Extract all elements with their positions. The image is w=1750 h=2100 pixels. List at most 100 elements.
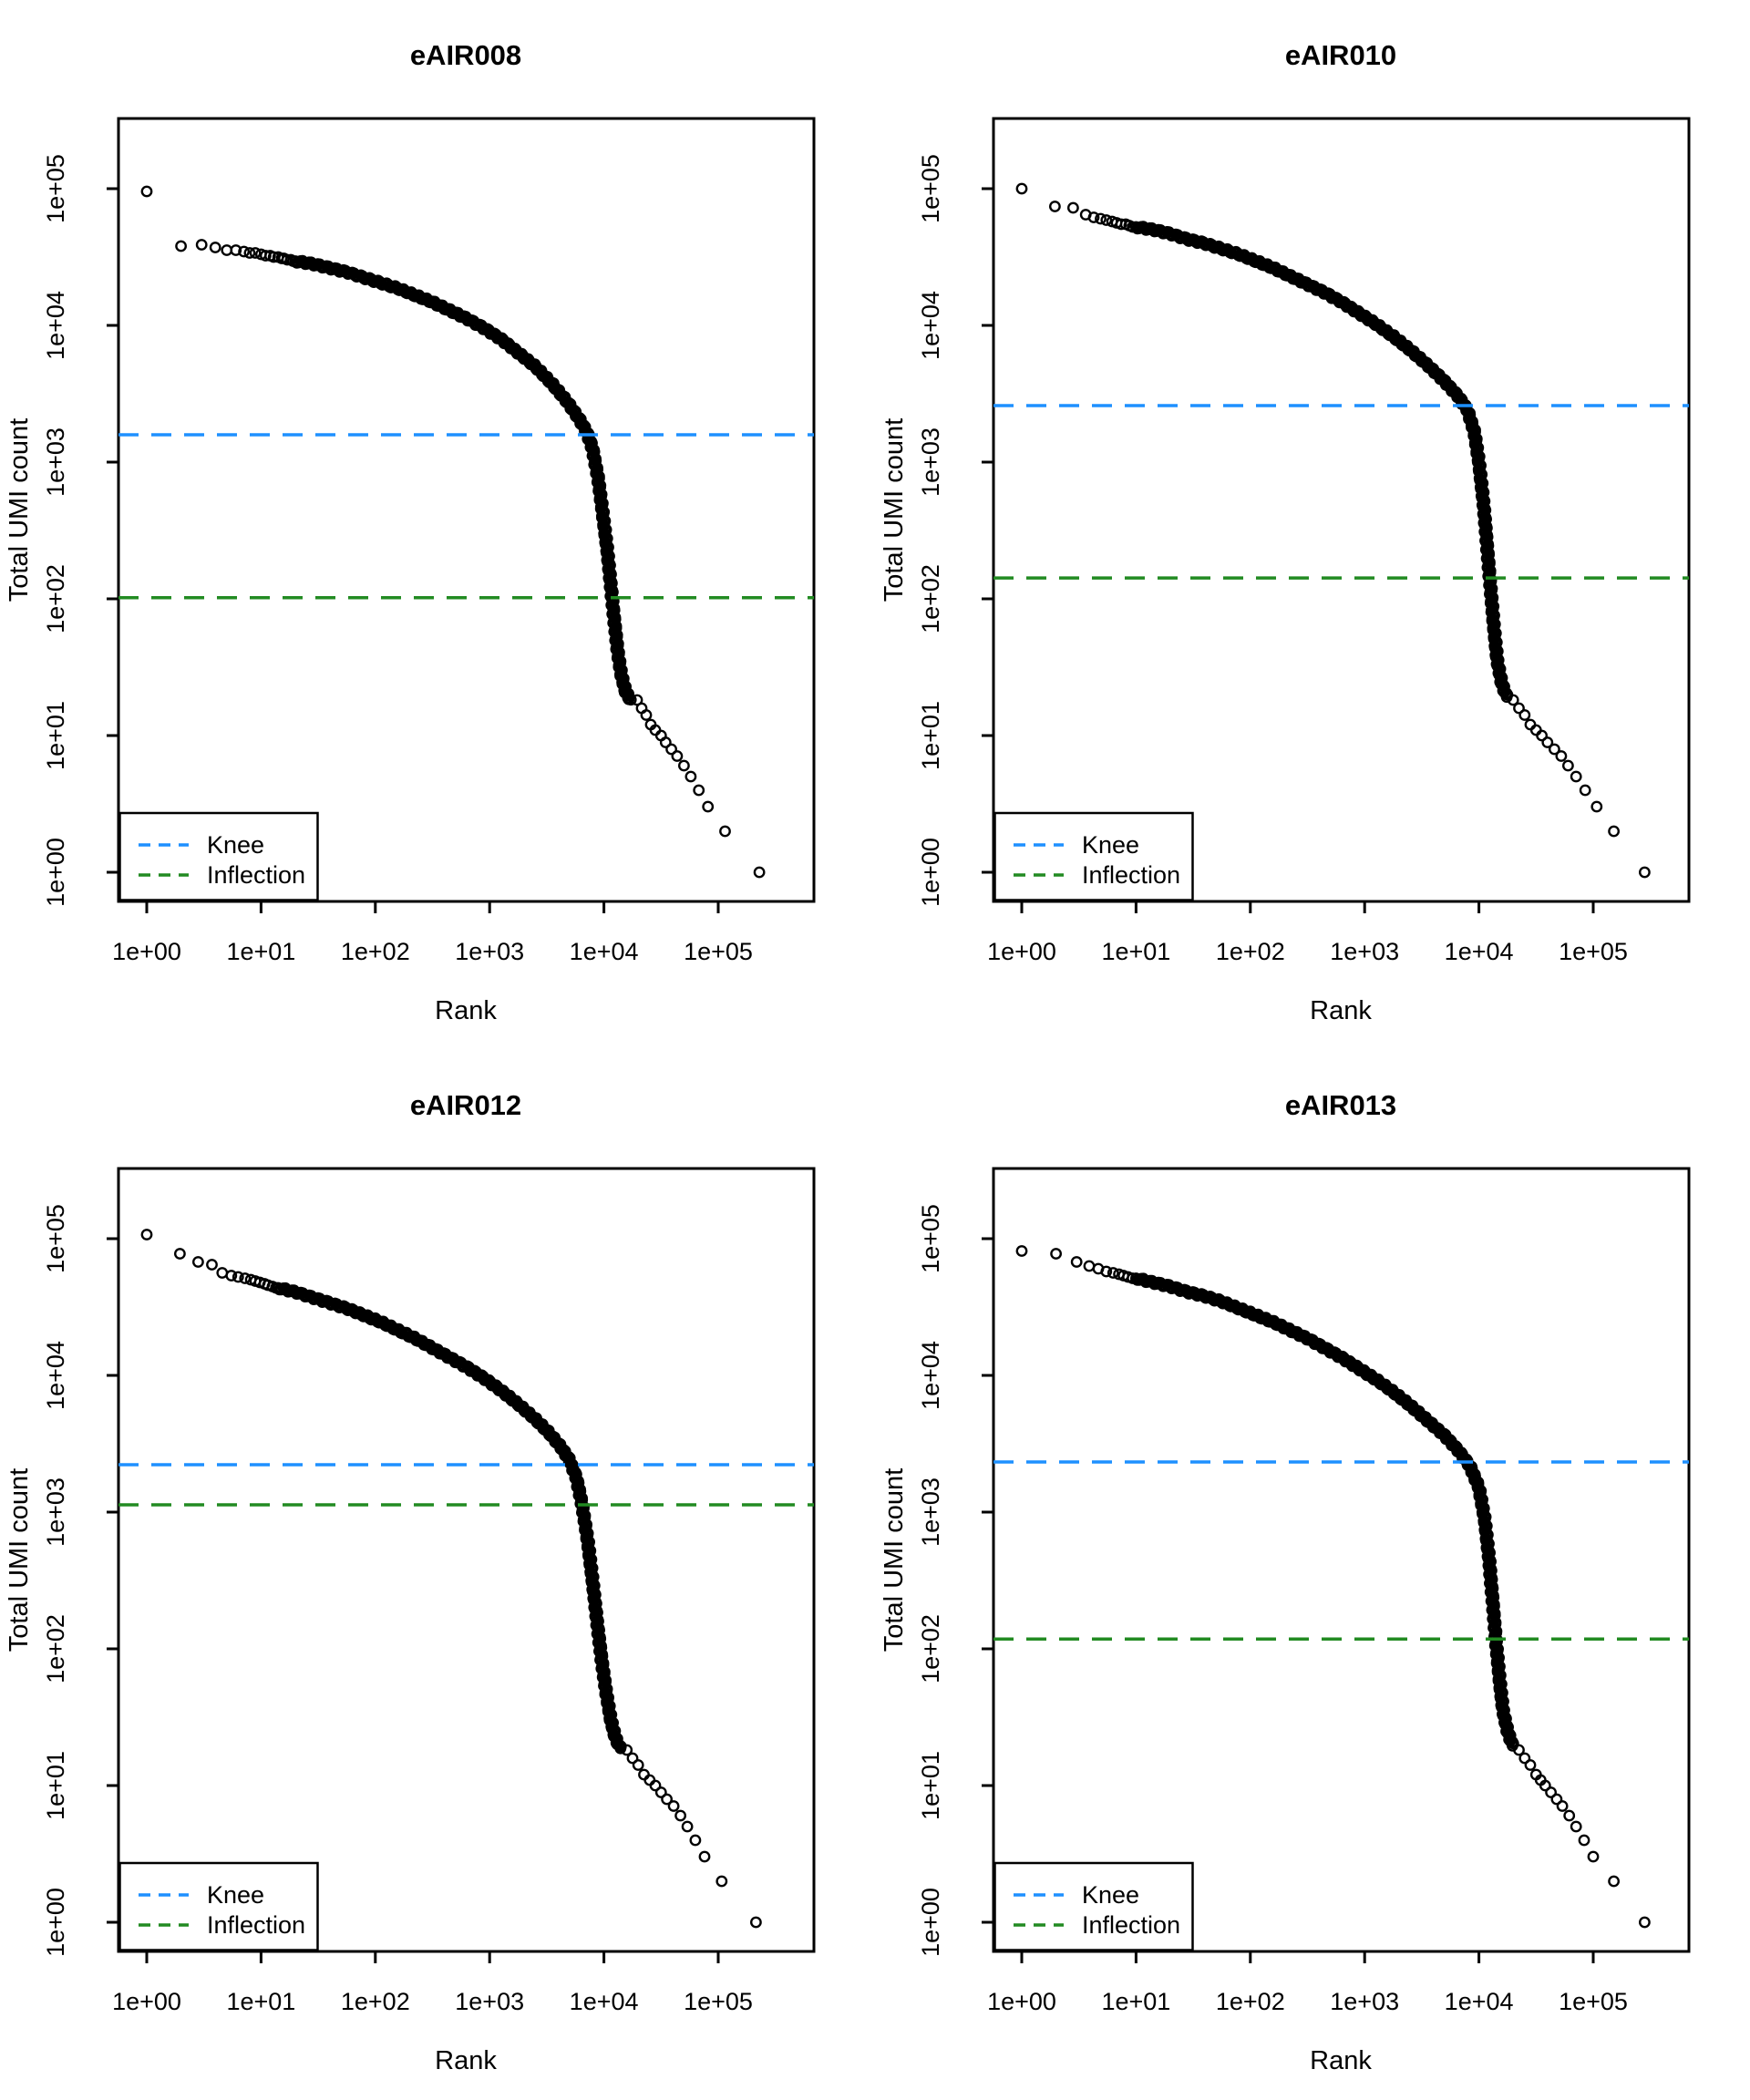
axes: 1e+00 1e+00 1e+01 1e+01 1e+02 1e+02 1e+03 1e+03…	[5, 1204, 753, 2075]
x-tick-label: 1e+04	[570, 1988, 639, 2015]
data-point	[1608, 1875, 1620, 1888]
data-point	[621, 1744, 633, 1756]
plot-box	[117, 117, 816, 903]
data-point	[1087, 211, 1100, 223]
y-tick-label: 1e+02	[42, 1614, 69, 1683]
data-point	[667, 1800, 680, 1812]
x-tick-label: 1e+05	[684, 1988, 753, 2015]
data-point	[665, 743, 677, 756]
data-point	[1570, 770, 1582, 783]
data-point	[750, 1916, 762, 1929]
data-point	[1529, 724, 1542, 736]
x-tick-label: 1e+05	[684, 938, 753, 965]
y-tick-label: 1e+04	[42, 1341, 69, 1410]
x-tick-label: 1e+00	[112, 938, 181, 965]
data-point	[753, 866, 766, 879]
data-point	[1550, 1793, 1563, 1806]
y-tick-label: 1e+05	[917, 1204, 944, 1273]
plot-eAIR008: eAIR0081e+001e+001e+011e+011e+021e+021e+…	[5, 39, 816, 1025]
axes: 1e+00 1e+00 1e+01 1e+01 1e+02 1e+02 1e+03 1e+03…	[880, 154, 1628, 1025]
x-tick-label: 1e+04	[1445, 938, 1514, 965]
data-point	[1639, 1916, 1651, 1929]
data-point	[702, 800, 715, 813]
data-point	[209, 242, 221, 253]
plot-box	[992, 117, 1691, 903]
x-axis-label: Rank	[1310, 996, 1372, 1025]
x-tick-label: 1e+01	[226, 938, 295, 965]
data-point	[1115, 218, 1127, 231]
data-point	[1507, 694, 1519, 706]
data-point	[243, 247, 256, 259]
data-point	[1556, 1800, 1569, 1812]
plot-title: eAIR010	[1285, 39, 1396, 71]
x-tick-label: 1e+00	[987, 1988, 1056, 2015]
plot-box	[117, 1167, 816, 1953]
axes: 1e+00 1e+00 1e+01 1e+01 1e+02 1e+02 1e+03 1e+03…	[5, 154, 753, 1025]
x-tick-label: 1e+01	[1101, 1988, 1170, 2015]
y-tick-label: 1e+04	[917, 1341, 944, 1410]
data-point	[1579, 784, 1591, 797]
y-tick-label: 1e+00	[42, 1888, 69, 1957]
data-point	[1518, 1752, 1531, 1765]
data-point	[1562, 759, 1574, 772]
data-point	[624, 694, 637, 706]
x-tick-label: 1e+05	[1559, 938, 1628, 965]
data-points	[140, 1229, 762, 1929]
data-point	[1100, 214, 1113, 226]
panel-slot-0: eAIR008 1e+00 1e+00 1e+01 1e+01 1e+02 1e+02 1e+…	[0, 0, 875, 1050]
data-point	[239, 1272, 252, 1284]
x-tick-label: 1e+03	[1330, 938, 1399, 965]
data-point	[1578, 1834, 1590, 1847]
data-point	[206, 1259, 218, 1271]
data-point	[230, 244, 242, 256]
data-point	[140, 185, 153, 198]
x-tick-label: 1e+03	[455, 1988, 524, 2015]
data-point	[1518, 709, 1531, 721]
y-tick-label: 1e+01	[42, 701, 69, 770]
data-point	[1015, 182, 1028, 195]
y-tick-label: 1e+05	[917, 154, 944, 223]
data-point	[1070, 1256, 1083, 1268]
data-point	[1541, 736, 1554, 748]
panel-slot-1: eAIR010 1e+00 1e+00 1e+01 1e+01 1e+02 1e+02 1e+…	[875, 0, 1750, 1050]
data-point	[1050, 1248, 1063, 1260]
y-tick-label: 1e+01	[42, 1751, 69, 1820]
x-axis-label: Rank	[435, 996, 497, 1025]
data-point	[659, 736, 672, 748]
x-tick-label: 1e+04	[1445, 1988, 1514, 2015]
y-tick-label: 1e+04	[917, 291, 944, 360]
legend-box	[993, 1861, 1194, 1951]
plot-eAIR010: eAIR0101e+001e+001e+011e+011e+021e+021e+…	[880, 39, 1691, 1025]
legend-inflection-label: Inflection	[207, 1911, 305, 1939]
data-point	[614, 1742, 627, 1755]
x-tick-label: 1e+01	[1101, 938, 1170, 965]
data-point	[195, 239, 208, 251]
y-tick-label: 1e+00	[917, 1888, 944, 1957]
y-tick-label: 1e+03	[917, 1477, 944, 1547]
data-point	[1513, 702, 1525, 715]
data-point	[681, 1820, 694, 1833]
data-point	[632, 1759, 644, 1771]
data-point	[1066, 201, 1079, 214]
legend-inflection-label: Inflection	[1082, 861, 1180, 889]
panel-slot-2: eAIR012 1e+00 1e+00 1e+01 1e+01 1e+02 1e+02 1e+…	[0, 1050, 875, 2100]
x-tick-label: 1e+01	[226, 1988, 295, 2015]
data-point	[719, 825, 731, 838]
data-point	[1048, 201, 1061, 212]
data-point	[1500, 691, 1513, 704]
plot-eAIR012: eAIR0121e+001e+001e+011e+011e+021e+021e+…	[5, 1089, 816, 2075]
panel-slot-3: eAIR013 1e+00 1e+00 1e+01 1e+01 1e+02 1e+02 1e+…	[875, 1050, 1750, 2100]
y-axis-label: Total UMI count	[880, 1468, 909, 1652]
y-tick-label: 1e+02	[42, 564, 69, 633]
data-point	[640, 709, 653, 721]
data-point	[140, 1229, 153, 1240]
plot-title: eAIR012	[410, 1089, 521, 1121]
data-point	[1015, 1245, 1028, 1257]
y-tick-label: 1e+02	[917, 564, 944, 633]
y-tick-label: 1e+05	[42, 1204, 69, 1273]
legend-knee-label: Knee	[1082, 831, 1139, 859]
data-point	[1570, 1820, 1582, 1833]
x-tick-label: 1e+00	[112, 1988, 181, 2015]
